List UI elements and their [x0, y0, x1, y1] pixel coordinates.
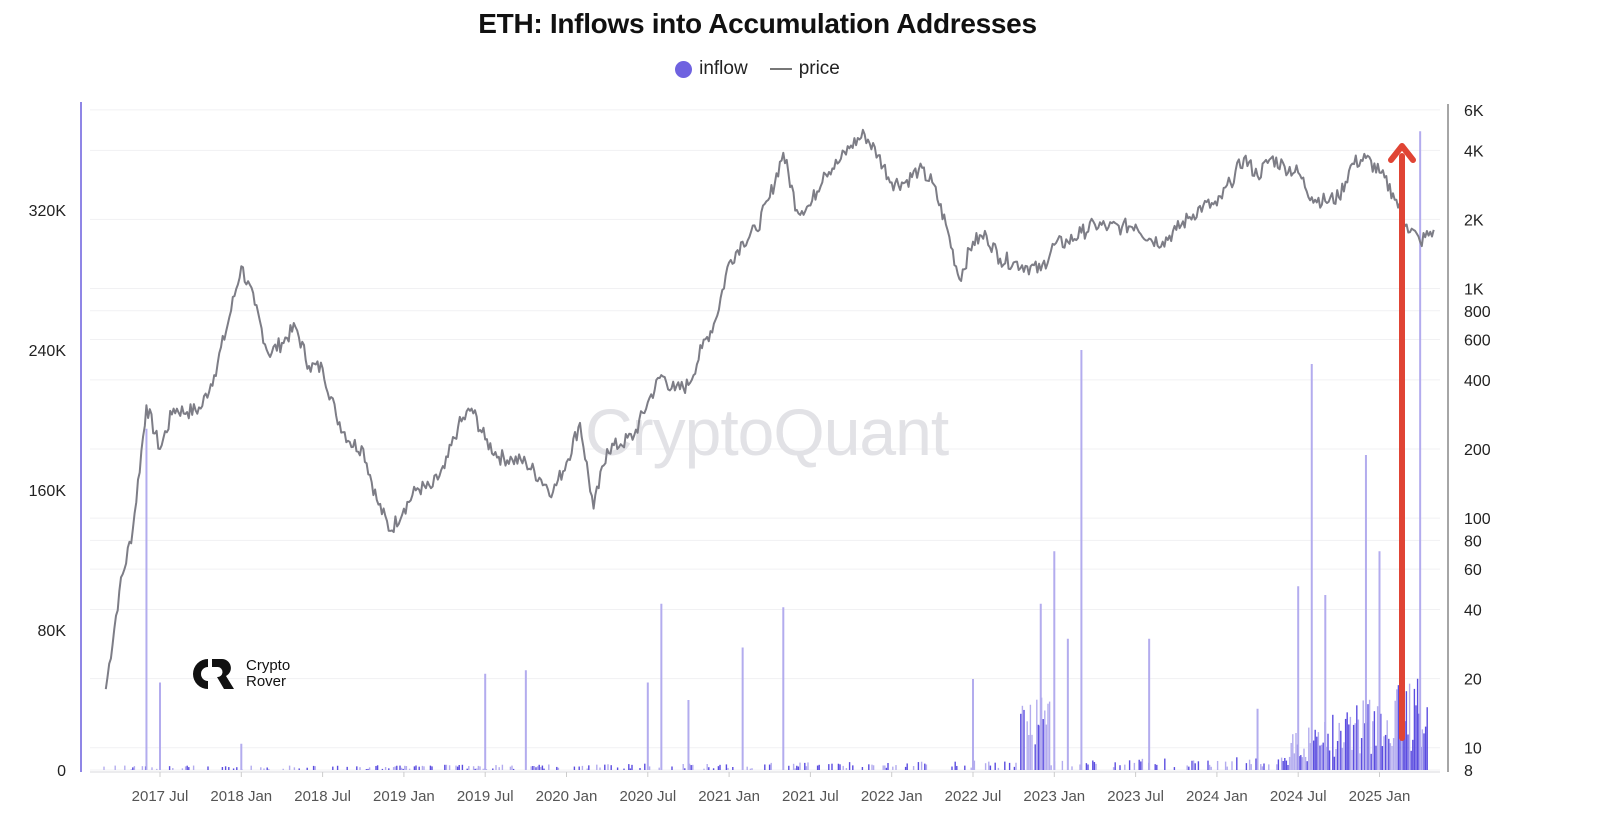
cr-logo-icon [193, 659, 234, 689]
legend-label-price: price [798, 58, 840, 79]
svg-text:800: 800 [1464, 304, 1491, 321]
svg-text:2018 Jul: 2018 Jul [294, 788, 351, 805]
price-line [104, 128, 1435, 690]
legend-line-icon [769, 68, 792, 70]
svg-text:80: 80 [1464, 533, 1482, 550]
svg-text:2024 Jul: 2024 Jul [1270, 788, 1327, 805]
red-arrow-annotation [1388, 143, 1416, 741]
watermark: CryptoQuant [585, 395, 949, 469]
svg-text:2020 Jul: 2020 Jul [619, 788, 676, 805]
svg-text:4K: 4K [1464, 143, 1484, 160]
svg-text:600: 600 [1464, 332, 1491, 349]
legend-item-inflow[interactable]: inflow [675, 58, 748, 80]
svg-text:8: 8 [1464, 763, 1473, 780]
right-y-ticks: 8 10 20 40 60 80 100 200 400 600 800 1K 2K 4K 6K [1464, 103, 1491, 780]
svg-text:2020 Jan: 2020 Jan [536, 788, 598, 805]
svg-text:2019 Jan: 2019 Jan [373, 788, 435, 805]
chart-title: ETH: Inflows into Accumulation Addresses [478, 8, 1037, 39]
gridlines [90, 109, 1440, 771]
svg-text:2023 Jan: 2023 Jan [1023, 788, 1085, 805]
svg-text:2021 Jan: 2021 Jan [698, 788, 760, 805]
svg-text:0: 0 [57, 763, 66, 780]
svg-text:20: 20 [1464, 672, 1482, 689]
svg-text:240K: 240K [29, 343, 67, 360]
svg-text:10: 10 [1464, 741, 1482, 758]
logo-line1: Crypto [246, 657, 291, 674]
left-y-ticks: 0 80K 160K 240K 320K [29, 203, 67, 780]
svg-text:2017 Jul: 2017 Jul [132, 788, 189, 805]
svg-text:1K: 1K [1464, 282, 1484, 299]
svg-text:160K: 160K [29, 483, 67, 500]
svg-text:2023 Jul: 2023 Jul [1107, 788, 1164, 805]
svg-text:2022 Jul: 2022 Jul [945, 788, 1002, 805]
svg-text:400: 400 [1464, 373, 1491, 390]
inflow-bars [103, 131, 1428, 770]
x-ticks: 2017 Jul 2018 Jan 2018 Jul 2019 Jan 2019 Jul… [132, 772, 1411, 805]
logo-line2: Rover [246, 673, 287, 690]
svg-text:40: 40 [1464, 603, 1482, 620]
svg-text:6K: 6K [1464, 103, 1484, 120]
svg-text:2K: 2K [1464, 212, 1484, 229]
svg-text:2019 Jul: 2019 Jul [457, 788, 514, 805]
chart-legend: inflow price [0, 58, 1515, 80]
svg-text:2021 Jul: 2021 Jul [782, 788, 839, 805]
svg-text:80K: 80K [38, 623, 67, 640]
crypto-rover-logo: Crypto Rover [188, 655, 290, 693]
svg-text:2018 Jan: 2018 Jan [210, 788, 272, 805]
svg-text:2025 Jan: 2025 Jan [1349, 788, 1411, 805]
svg-text:2024 Jan: 2024 Jan [1186, 788, 1248, 805]
svg-text:100: 100 [1464, 511, 1491, 528]
svg-text:2022 Jan: 2022 Jan [861, 788, 923, 805]
svg-text:320K: 320K [29, 203, 67, 220]
legend-item-price[interactable]: price [769, 58, 840, 80]
legend-label-inflow: inflow [699, 58, 748, 79]
svg-text:200: 200 [1464, 442, 1491, 459]
legend-dot-icon [675, 60, 693, 78]
svg-text:60: 60 [1464, 562, 1482, 579]
